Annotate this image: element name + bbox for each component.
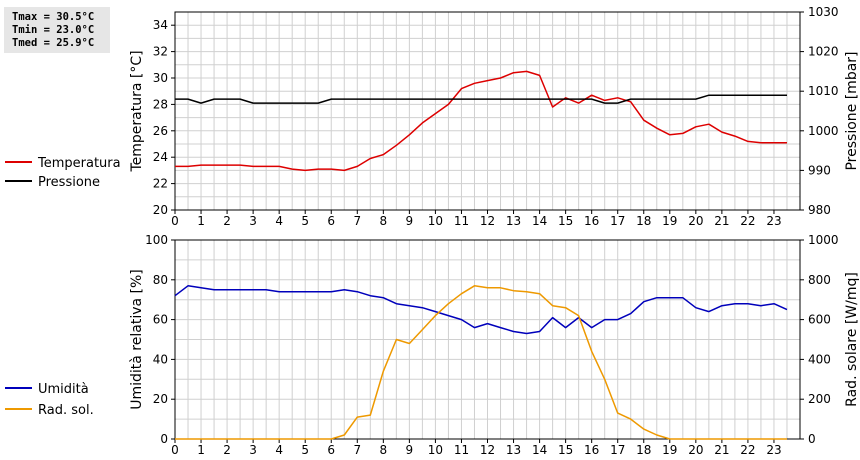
- x-tick-label: 20: [688, 443, 703, 457]
- x-tick-label: 0: [171, 214, 179, 228]
- x-tick-label: 13: [506, 443, 521, 457]
- x-tick-label: 14: [532, 214, 547, 228]
- x-tick-label: 13: [506, 214, 521, 228]
- x-tick-label: 3: [249, 214, 257, 228]
- y-right-tick-label: 0: [808, 432, 816, 446]
- x-tick-label: 21: [714, 214, 729, 228]
- stats-box: Tmax = 30.5°C Tmin = 23.0°C Tmed = 25.9°…: [4, 7, 110, 53]
- series-line: [175, 94, 787, 104]
- x-tick-label: 16: [584, 214, 599, 228]
- x-tick-label: 11: [454, 214, 469, 228]
- y-left-tick-label: 24: [153, 150, 168, 164]
- series-line: [175, 70, 787, 172]
- y-left-tick-label: 40: [153, 352, 168, 366]
- x-tick-label: 15: [558, 443, 573, 457]
- y-right-tick-label: 1010: [808, 84, 839, 98]
- x-tick-label: 16: [584, 443, 599, 457]
- y-right-tick-label: 1030: [808, 5, 839, 19]
- x-tick-label: 17: [610, 214, 625, 228]
- x-tick-label: 19: [662, 443, 677, 457]
- x-tick-label: 3: [249, 443, 257, 457]
- x-tick-label: 7: [353, 214, 361, 228]
- series-line: [174, 285, 788, 335]
- x-tick-label: 2: [223, 214, 231, 228]
- stat-tmed: Tmed = 25.9°C: [12, 37, 95, 49]
- y-right-axis-label: Rad. solare [W/mq]: [844, 272, 860, 407]
- x-tick-label: 0: [171, 443, 179, 457]
- y-left-tick-label: 60: [153, 313, 168, 327]
- x-tick-label: 18: [636, 443, 651, 457]
- x-tick-label: 18: [636, 214, 651, 228]
- x-tick-label: 23: [766, 214, 781, 228]
- x-tick-label: 5: [301, 214, 309, 228]
- y-right-tick-label: 400: [808, 352, 831, 366]
- stat-tmin: Tmin = 23.0°C: [12, 24, 95, 36]
- x-tick-label: 6: [327, 443, 335, 457]
- x-tick-label: 19: [662, 214, 677, 228]
- y-left-axis-label: Temperatura [°C]: [129, 50, 145, 172]
- x-tick-label: 15: [558, 214, 573, 228]
- x-tick-label: 7: [353, 443, 361, 457]
- y-right-tick-label: 600: [808, 313, 831, 327]
- x-tick-label: 10: [428, 214, 443, 228]
- x-tick-label: 20: [688, 214, 703, 228]
- y-left-axis-label: Umidità relativa [%]: [129, 269, 145, 410]
- y-right-tick-label: 1000: [808, 233, 839, 247]
- series-line: [175, 285, 787, 440]
- x-tick-label: 21: [714, 443, 729, 457]
- x-tick-label: 10: [428, 443, 443, 457]
- x-tick-label: 6: [327, 214, 335, 228]
- x-tick-label: 1: [197, 214, 205, 228]
- y-left-tick-label: 80: [153, 273, 168, 287]
- y-right-tick-label: 980: [808, 203, 831, 217]
- x-tick-label: 1: [197, 443, 205, 457]
- x-tick-label: 23: [766, 443, 781, 457]
- y-left-tick-label: 100: [145, 233, 168, 247]
- x-tick-label: 22: [740, 214, 755, 228]
- y-left-tick-label: 32: [153, 45, 168, 59]
- legend-label: Rad. sol.: [38, 403, 94, 418]
- x-tick-label: 4: [275, 443, 283, 457]
- x-tick-label: 2: [223, 443, 231, 457]
- legend-label: Pressione: [38, 175, 100, 190]
- legend-label: Temperatura: [37, 156, 121, 171]
- y-left-tick-label: 22: [153, 177, 168, 191]
- legend-label: Umidità: [38, 382, 89, 397]
- y-left-tick-label: 34: [153, 18, 168, 32]
- y-right-tick-label: 200: [808, 392, 831, 406]
- x-tick-label: 4: [275, 214, 283, 228]
- y-left-tick-label: 20: [153, 392, 168, 406]
- x-tick-label: 12: [480, 443, 495, 457]
- x-tick-label: 9: [406, 443, 414, 457]
- y-right-tick-label: 1000: [808, 124, 839, 138]
- y-left-tick-label: 30: [153, 71, 168, 85]
- x-tick-label: 11: [454, 443, 469, 457]
- y-right-tick-label: 800: [808, 273, 831, 287]
- x-tick-label: 22: [740, 443, 755, 457]
- y-right-tick-label: 1020: [808, 45, 839, 59]
- x-tick-label: 12: [480, 214, 495, 228]
- x-tick-label: 8: [380, 214, 388, 228]
- y-left-tick-label: 28: [153, 97, 168, 111]
- y-left-tick-label: 26: [153, 124, 168, 138]
- y-right-axis-label: Pressione [mbar]: [844, 51, 860, 170]
- y-left-tick-label: 0: [160, 432, 168, 446]
- x-tick-label: 9: [406, 214, 414, 228]
- x-tick-label: 5: [301, 443, 309, 457]
- x-tick-label: 8: [380, 443, 388, 457]
- x-tick-label: 14: [532, 443, 547, 457]
- stat-tmax: Tmax = 30.5°C: [12, 11, 95, 23]
- x-tick-label: 17: [610, 443, 625, 457]
- y-left-tick-label: 20: [153, 203, 168, 217]
- y-right-tick-label: 990: [808, 163, 831, 177]
